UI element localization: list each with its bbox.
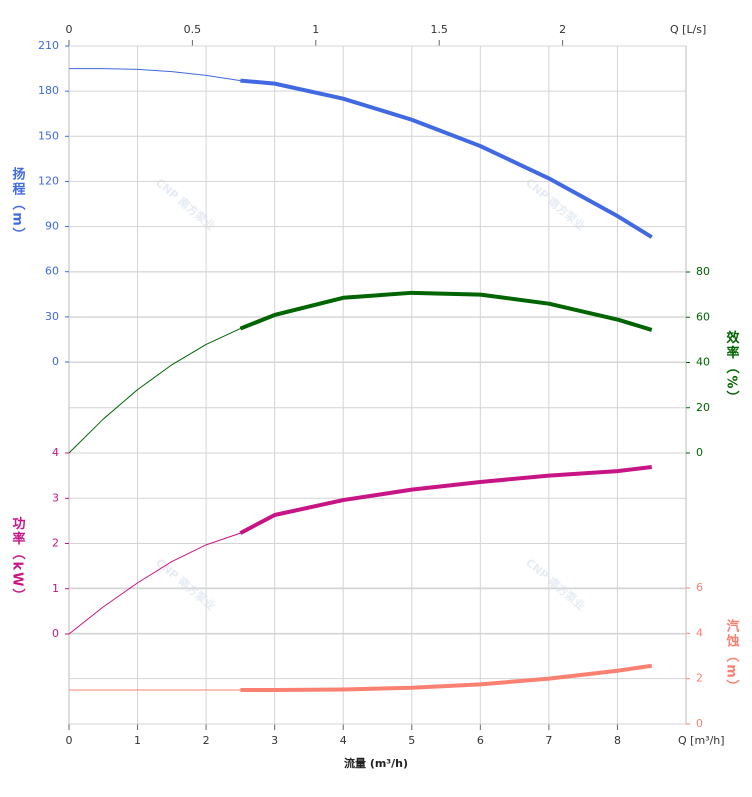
y-tick-label: 6 bbox=[696, 581, 703, 594]
x-tick-label: 0 bbox=[66, 734, 73, 747]
y-tick-label: 0 bbox=[52, 627, 59, 640]
axis-title: 效率（%） bbox=[724, 330, 741, 406]
x-tick-label: 2 bbox=[203, 734, 210, 747]
y-tick-label: 20 bbox=[696, 401, 710, 414]
curve-operating bbox=[240, 78, 653, 239]
x2-tick-label: 1.5 bbox=[430, 23, 448, 36]
y-tick-label: 40 bbox=[696, 356, 710, 369]
x-tick-label: 8 bbox=[614, 734, 621, 747]
y-tick-label: 0 bbox=[696, 446, 703, 459]
y-tick-label: 30 bbox=[45, 310, 59, 323]
y-tick-label: 0 bbox=[52, 355, 59, 368]
x-tick-label: 6 bbox=[477, 734, 484, 747]
curve-operating bbox=[239, 465, 652, 535]
curve-operating bbox=[240, 663, 653, 692]
y-tick-label: 4 bbox=[52, 446, 59, 459]
x-tick-label: 7 bbox=[545, 734, 552, 747]
x2-tick-label: 2 bbox=[559, 23, 566, 36]
axis-title: 汽蚀（m） bbox=[724, 619, 741, 695]
x-tick-label: 5 bbox=[408, 734, 415, 747]
y-tick-label: 1 bbox=[52, 582, 59, 595]
y-tick-label: 80 bbox=[696, 265, 710, 278]
y-tick-label: 90 bbox=[45, 220, 59, 233]
curve-thin bbox=[68, 466, 652, 635]
x2-tick-label: 0 bbox=[66, 23, 73, 36]
x2-unit-label: Q [L/s] bbox=[670, 23, 706, 36]
y-tick-label: 60 bbox=[45, 265, 59, 278]
y-tick-label: 3 bbox=[52, 491, 59, 504]
axis-title: 扬程（m） bbox=[10, 167, 27, 243]
x2-tick-label: 0.5 bbox=[184, 23, 202, 36]
plot-frame bbox=[68, 45, 687, 725]
watermark: CNP 南方泵业 bbox=[153, 555, 218, 613]
watermark: CNP 南方泵业 bbox=[523, 555, 588, 613]
y-tick-label: 180 bbox=[38, 84, 59, 97]
x-axis-title: 流量 (m³/h) bbox=[344, 756, 408, 770]
y-tick-label: 4 bbox=[696, 626, 703, 639]
curve-operating bbox=[239, 290, 653, 332]
x-tick-label: 3 bbox=[271, 734, 278, 747]
y-tick-label: 0 bbox=[696, 717, 703, 730]
y-tick-label: 120 bbox=[38, 174, 59, 187]
y-tick-label: 60 bbox=[696, 310, 710, 323]
y-tick-label: 210 bbox=[38, 39, 59, 52]
x2-tick-label: 1 bbox=[312, 23, 319, 36]
y-tick-label: 150 bbox=[38, 129, 59, 142]
y-tick-label: 2 bbox=[696, 672, 703, 685]
axis-title: 功率（kW） bbox=[10, 517, 27, 604]
x-unit-label: Q [m³/h] bbox=[678, 734, 725, 747]
x-tick-label: 1 bbox=[134, 734, 141, 747]
watermark: CNP 南方泵业 bbox=[153, 175, 218, 233]
x-tick-label: 4 bbox=[340, 734, 347, 747]
y-tick-label: 2 bbox=[52, 537, 59, 550]
